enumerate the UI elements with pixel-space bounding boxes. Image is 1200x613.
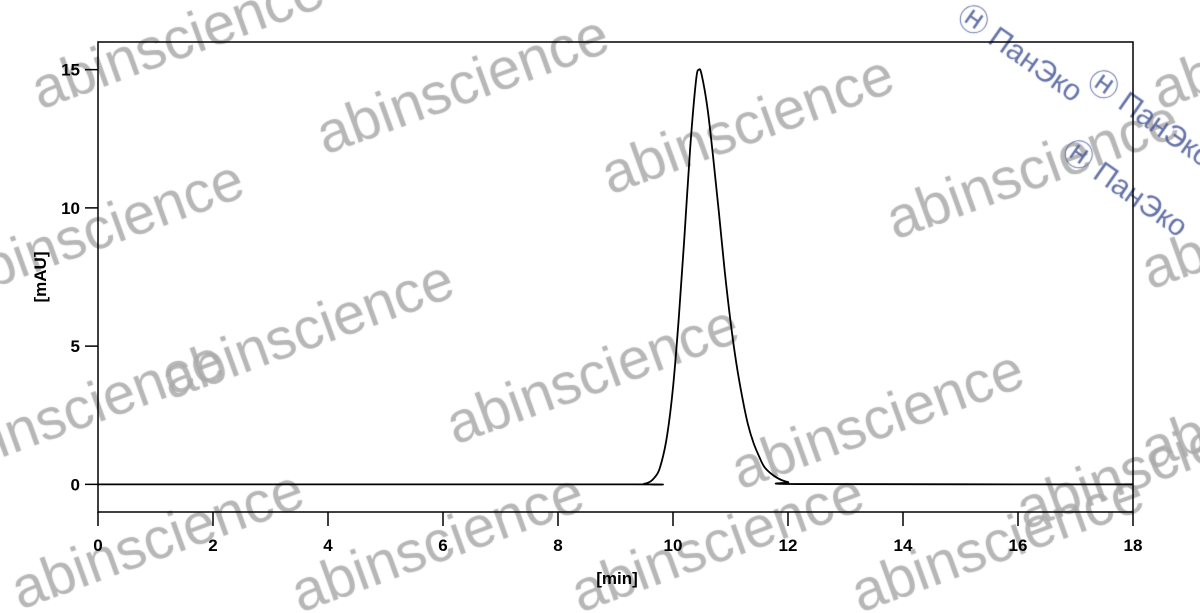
x-tick-label: 4 [323, 536, 333, 555]
y-tick-label: 15 [61, 61, 80, 80]
y-axis: 0 5 10 15 [61, 61, 98, 494]
y-tick-label: 5 [71, 337, 80, 356]
x-tick-label: 18 [1124, 536, 1143, 555]
x-tick-label: 0 [93, 536, 102, 555]
x-tick-label: 10 [664, 536, 683, 555]
x-tick-label: 16 [1009, 536, 1028, 555]
y-tick-label: 10 [61, 199, 80, 218]
x-axis-label: [min] [596, 569, 638, 588]
y-tick-label: 0 [71, 475, 80, 494]
series-line [97, 68, 1134, 486]
x-tick-label: 14 [894, 536, 913, 555]
x-tick-label: 6 [438, 536, 447, 555]
y-axis-label: [mAU] [31, 252, 50, 303]
x-tick-label: 2 [208, 536, 217, 555]
x-axis: 0 2 4 6 8 10 12 14 16 18 [93, 512, 1142, 555]
x-tick-label: 12 [779, 536, 798, 555]
plot-frame [97, 41, 1134, 513]
x-tick-label: 8 [553, 536, 562, 555]
